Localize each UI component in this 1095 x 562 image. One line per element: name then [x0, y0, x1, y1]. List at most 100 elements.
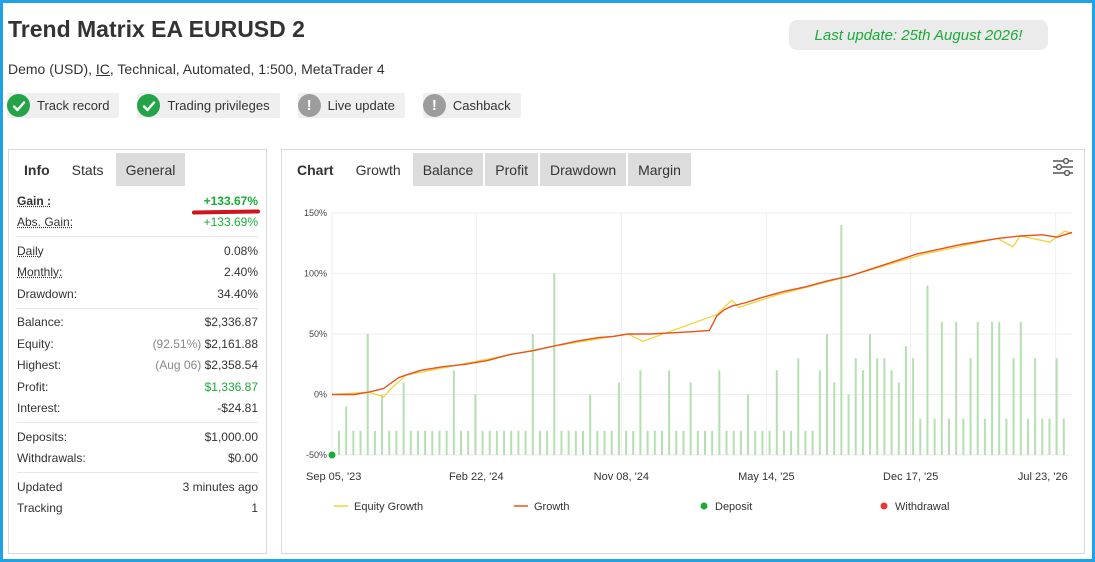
tab-general[interactable]: General	[115, 153, 186, 186]
stat-value: 0.08%	[223, 243, 258, 258]
stat-label: Balance:	[17, 315, 64, 330]
trade-bar	[775, 370, 778, 455]
trade-bar	[639, 370, 642, 455]
trade-bar	[682, 430, 685, 455]
stat-label: Tracking	[17, 501, 63, 516]
stat-tracking: Tracking 1	[17, 498, 258, 520]
tab-profit[interactable]: Profit	[485, 153, 538, 186]
legend-swatch	[880, 502, 888, 510]
badge-trading-privileges[interactable]: Trading privileges	[137, 93, 280, 118]
deposit-marker	[328, 451, 336, 459]
divider	[17, 307, 258, 309]
tab-stats[interactable]: Stats	[61, 153, 114, 186]
trade-bar	[596, 430, 599, 455]
badge-track-record[interactable]: Track record	[7, 93, 120, 118]
filter-settings-icon[interactable]	[1052, 156, 1074, 178]
trade-bar	[352, 430, 355, 455]
stat-value: 1	[251, 501, 258, 516]
stat-label: Updated	[17, 479, 63, 494]
tab-chart[interactable]: Chart	[287, 153, 344, 186]
trade-bar	[424, 430, 427, 455]
trade-bar	[402, 382, 405, 455]
badge-cashback[interactable]: ! Cashback	[422, 93, 521, 118]
trade-bar	[747, 394, 750, 455]
trade-bar	[646, 430, 649, 455]
trade-bar	[495, 430, 498, 455]
trade-bar	[919, 418, 922, 455]
trade-bar	[739, 430, 742, 455]
stat-interest: Interest: -$24.81	[17, 398, 258, 420]
badge-label: Track record	[37, 98, 110, 113]
trade-bar	[818, 370, 821, 455]
trade-bar	[696, 430, 699, 455]
stats-list: Gain : +133.67% Abs. Gain: +133.69% Daily 0…	[9, 186, 266, 519]
divider	[17, 236, 258, 237]
trade-bar	[589, 394, 592, 455]
trade-bar	[1048, 418, 1051, 455]
tab-drawdown[interactable]: Drawdown	[539, 153, 627, 186]
tab-margin[interactable]: Margin	[628, 153, 691, 186]
tab-info[interactable]: Info	[14, 153, 60, 186]
trade-bar	[732, 430, 735, 455]
trade-bar	[940, 321, 943, 455]
stat-label[interactable]: Daily	[17, 243, 44, 258]
stat-drawdown: Drawdown: 34.40%	[17, 283, 258, 305]
stat-label[interactable]: Gain :	[17, 193, 52, 208]
trade-bar	[438, 430, 441, 455]
trade-bar	[969, 358, 972, 455]
trade-bar	[366, 334, 369, 455]
stat-label: Highest:	[17, 358, 62, 373]
y-tick-label: 150%	[304, 208, 327, 218]
x-tick-label: Feb 22, '24	[449, 471, 504, 483]
trade-bar	[1012, 358, 1015, 455]
stats-panel: Info Stats General Gain : +133.67% Abs. G…	[8, 149, 267, 554]
y-tick-label: 100%	[304, 269, 327, 279]
tab-balance[interactable]: Balance	[412, 153, 484, 186]
trade-bar	[416, 430, 419, 455]
trade-bar	[524, 430, 527, 455]
trade-bar	[488, 430, 491, 455]
trade-bar	[790, 430, 793, 455]
trade-bar	[510, 430, 513, 455]
trade-bar	[1005, 418, 1008, 455]
trade-bar	[1055, 358, 1058, 455]
stat-label[interactable]: Abs. Gain:	[17, 215, 74, 230]
trade-bar	[668, 370, 671, 455]
stat-label[interactable]: Monthly:	[17, 265, 63, 280]
tab-growth[interactable]: Growth	[345, 153, 411, 186]
x-tick-label: Jul 23, '26	[1018, 471, 1068, 483]
stat-value: $2,336.87	[204, 315, 258, 330]
trade-bar	[1062, 418, 1065, 455]
stat-value: 34.40%	[217, 286, 258, 301]
legend-swatch	[700, 502, 708, 510]
stat-value: $1,336.87	[204, 379, 258, 394]
divider	[17, 422, 258, 423]
stat-value: $0.00	[227, 451, 258, 466]
trade-bar	[409, 430, 412, 455]
highest-value: $2,358.54	[204, 358, 258, 373]
trade-bar	[675, 430, 678, 455]
trade-bar	[359, 430, 362, 455]
stat-value: $1,000.00	[204, 429, 258, 444]
trade-bar	[653, 430, 656, 455]
stat-label: Drawdown:	[17, 286, 78, 301]
exclamation-icon: !	[297, 94, 321, 117]
stat-equity: Equity: (92.51%) $2,161.88	[17, 333, 258, 355]
broker-link[interactable]: IC	[95, 61, 110, 77]
trade-bar	[460, 430, 462, 455]
trade-bar	[531, 334, 534, 455]
trade-bar	[553, 273, 556, 455]
stat-label: Withdrawals:	[17, 451, 86, 466]
highest-date: (Aug 06)	[155, 358, 202, 373]
stat-value: (92.51%) $2,161.88	[153, 337, 258, 351]
y-tick-label: 50%	[309, 329, 327, 339]
trade-bar	[904, 346, 907, 455]
trade-bar	[610, 430, 613, 455]
series-line-equity-growth	[331, 230, 1073, 398]
trade-bar	[782, 430, 785, 455]
trade-bar	[546, 430, 549, 455]
trade-bar	[1034, 358, 1037, 455]
badge-live-update[interactable]: ! Live update	[297, 93, 405, 118]
stat-value: +133.67%	[203, 193, 258, 208]
